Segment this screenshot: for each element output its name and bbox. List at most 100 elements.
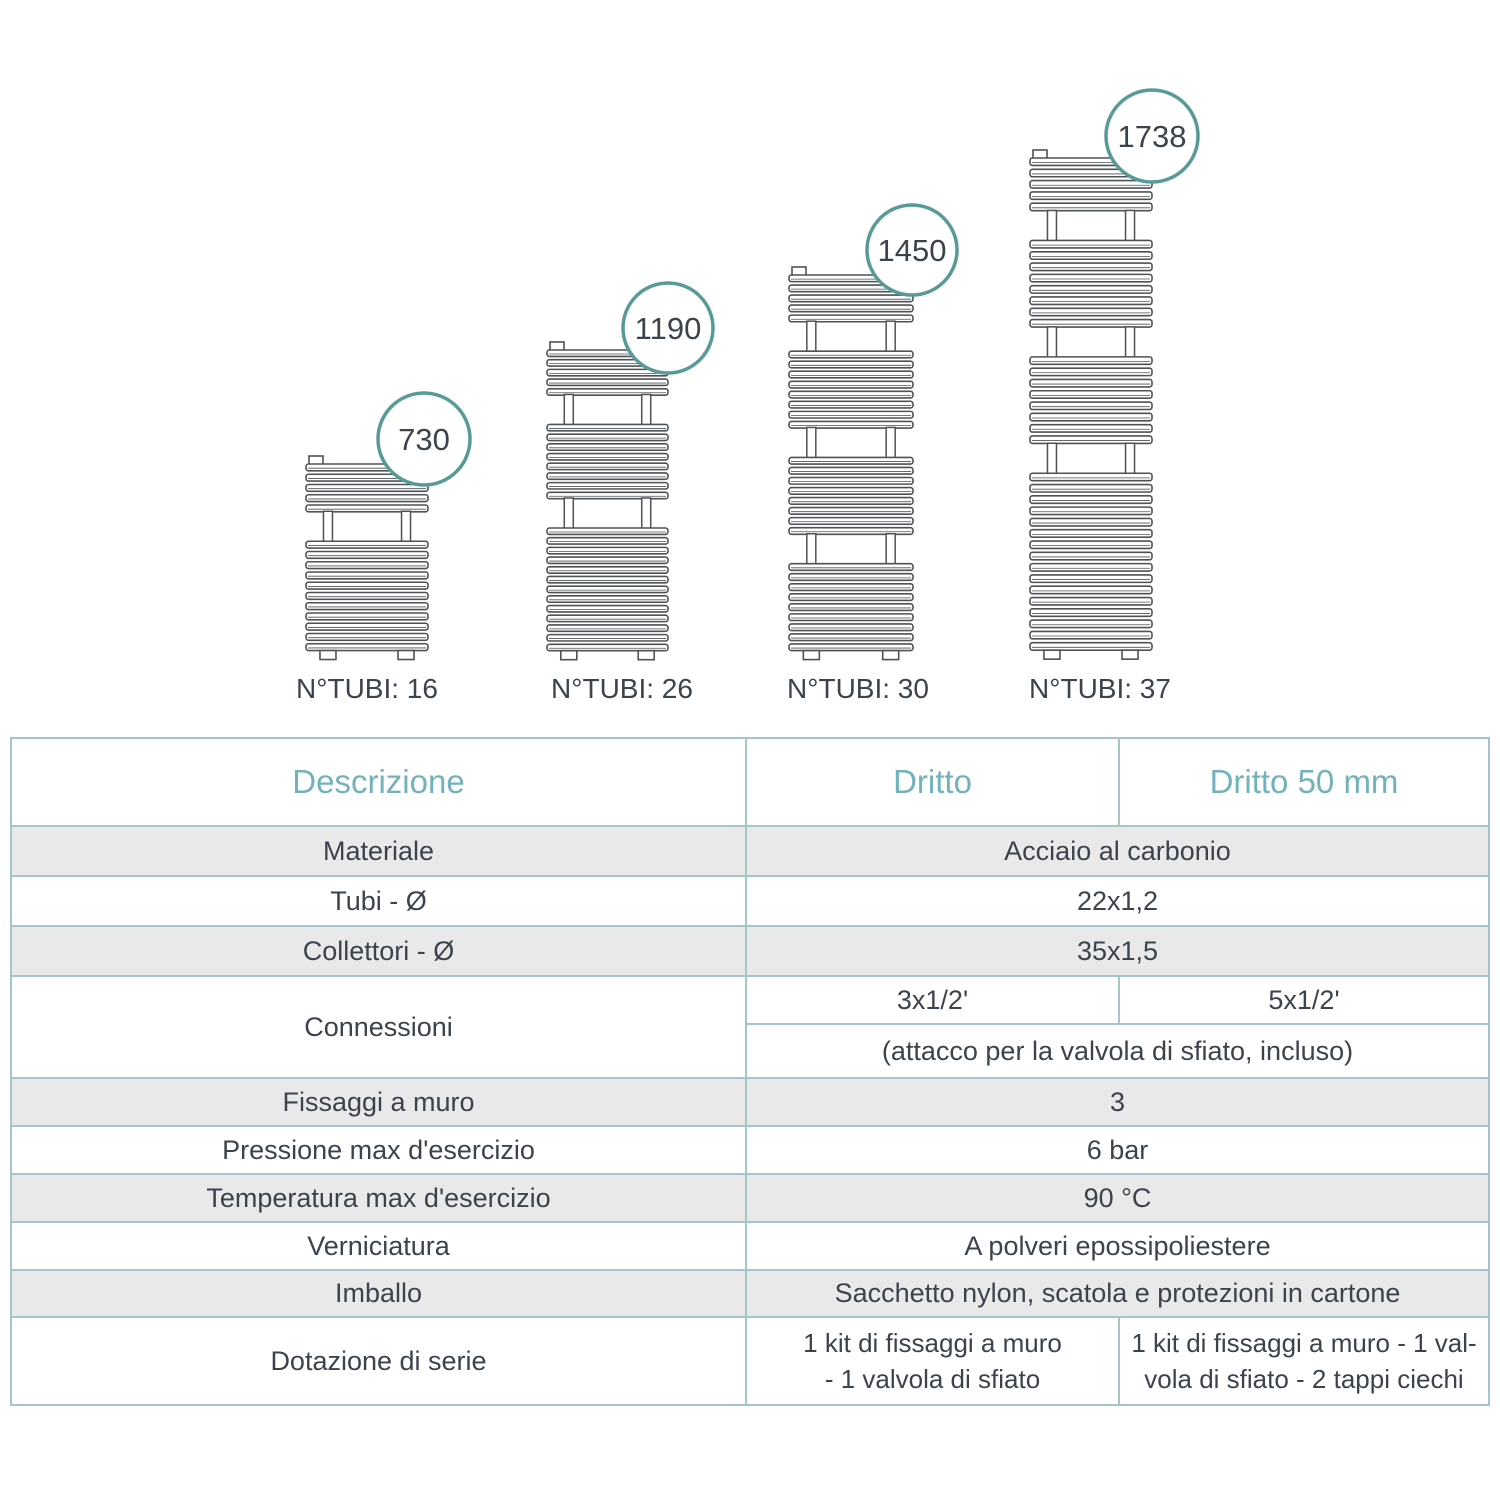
tube — [1029, 472, 1153, 482]
tube — [788, 562, 914, 572]
tube — [546, 472, 669, 481]
tube — [1029, 191, 1153, 201]
height-badge — [1104, 88, 1200, 184]
tube — [788, 486, 914, 495]
foot — [637, 649, 656, 661]
tube — [546, 624, 669, 633]
table-row: Verniciatura A polveri epossipoliestere — [10, 1221, 1490, 1271]
tube — [788, 304, 914, 313]
tube — [1029, 378, 1153, 388]
tube — [305, 612, 429, 621]
row-label-materiale: Materiale — [10, 825, 747, 877]
tube — [1029, 495, 1153, 505]
tube — [1029, 179, 1153, 189]
tube — [788, 350, 914, 359]
tube — [788, 633, 914, 642]
tube — [788, 400, 914, 409]
height-badge — [865, 203, 959, 297]
tube — [1029, 585, 1153, 595]
tube — [788, 592, 914, 602]
row-label-verniciatura: Verniciatura — [10, 1221, 747, 1271]
row-value-dotazione-dritto-50mm: 1 kit di fissaggi a muro - 1 val- vola d… — [1118, 1316, 1490, 1406]
tube — [1029, 483, 1153, 493]
tube — [305, 550, 429, 560]
tube — [788, 420, 914, 429]
tube — [546, 556, 669, 565]
collector-rail — [1124, 326, 1136, 362]
collector-rail — [806, 320, 817, 356]
tube — [788, 476, 914, 485]
tube — [305, 581, 429, 590]
tube — [788, 314, 914, 323]
row-value-connessioni-dritto: 3x1/2' — [745, 975, 1120, 1025]
tube — [546, 643, 669, 652]
tube — [546, 452, 669, 461]
tube — [305, 483, 429, 493]
tube — [1029, 412, 1153, 422]
tube — [1029, 356, 1153, 366]
collector-rail — [885, 320, 896, 356]
row-label-tubi: Tubi - Ø — [10, 875, 747, 927]
table-row: Connessioni 3x1/2' 5x1/2' — [10, 975, 1490, 1079]
tube — [546, 481, 669, 490]
foot — [881, 649, 900, 661]
collector-rail — [885, 532, 896, 569]
tube — [305, 540, 429, 549]
collector-rail — [322, 510, 334, 546]
foot — [319, 649, 337, 661]
row-value-pressione: 6 bar — [745, 1125, 1490, 1175]
collector-rail — [1124, 209, 1136, 246]
tube — [788, 613, 914, 622]
dotazione-dritto50-line2: vola di sfiato - 2 tappi ciechi — [1144, 1364, 1464, 1394]
tubes-count-label: N°TUBI: 30 — [787, 673, 929, 704]
tube — [1029, 574, 1153, 584]
tube — [1029, 273, 1153, 283]
collector-rail — [806, 532, 817, 569]
dotazione-dritto-line2: - 1 valvola di sfiato — [824, 1364, 1041, 1394]
height-badge-label: 1450 — [878, 233, 947, 268]
tubes-count-label: N°TUBI: 16 — [296, 673, 438, 704]
tube — [1029, 619, 1153, 629]
tube — [788, 410, 914, 419]
collector-rail — [1046, 326, 1058, 362]
tube — [305, 642, 429, 652]
tube — [1029, 367, 1153, 377]
table-row: Materiale Acciaio al carbonio — [10, 825, 1490, 877]
tube — [1029, 596, 1153, 606]
tube — [788, 643, 914, 652]
foot — [1043, 649, 1061, 660]
collector-rail — [1046, 209, 1058, 246]
table-row: Tubi - Ø 22x1,2 — [10, 875, 1490, 927]
tube — [1029, 506, 1153, 516]
tube — [788, 390, 914, 399]
tube — [788, 294, 914, 303]
tube — [1029, 401, 1153, 411]
row-label-dotazione: Dotazione di serie — [10, 1316, 747, 1406]
column-header-dritto: Dritto — [745, 737, 1120, 827]
tube — [305, 591, 429, 601]
tube — [305, 632, 429, 642]
table-row: Collettori - Ø 35x1,5 — [10, 925, 1490, 977]
tube — [1029, 528, 1153, 538]
row-value-tubi: 22x1,2 — [745, 875, 1490, 927]
tube — [1029, 262, 1153, 272]
height-badge — [376, 391, 472, 487]
row-label-collettori: Collettori - Ø — [10, 925, 747, 977]
table-row: Pressione max d'esercizio 6 bar — [10, 1125, 1490, 1175]
height-badge-label: 1190 — [635, 311, 702, 346]
row-label-connessioni: Connessioni — [10, 975, 747, 1079]
tube — [546, 443, 669, 452]
foot — [1121, 649, 1139, 660]
tube — [546, 433, 669, 442]
tube — [305, 560, 429, 570]
tube — [788, 370, 914, 379]
row-value-temperatura: 90 °C — [745, 1173, 1490, 1223]
tube — [546, 546, 669, 555]
tube — [1029, 608, 1153, 618]
height-badge — [621, 281, 715, 375]
tube — [305, 571, 429, 580]
tube — [788, 496, 914, 505]
tube — [788, 456, 914, 465]
collector-rail — [563, 497, 575, 533]
